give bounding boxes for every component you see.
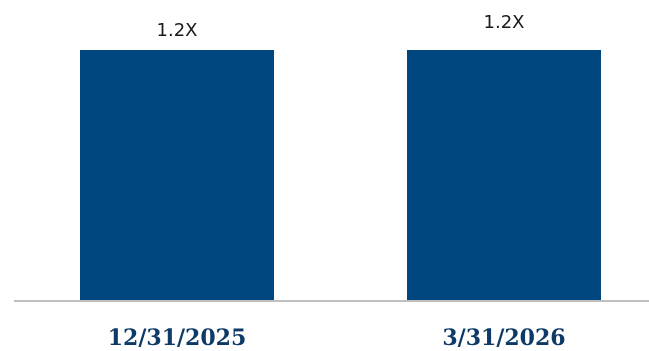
category-labels-layer: 12/31/2025 3/31/2026 xyxy=(108,325,566,351)
data-labels-layer: 1.2X 1.2X xyxy=(157,12,525,41)
bars-layer xyxy=(80,50,601,300)
data-label-1: 1.2X xyxy=(157,20,198,41)
category-label-1: 12/31/2025 xyxy=(108,325,247,351)
category-label-2: 3/31/2026 xyxy=(442,325,565,351)
data-label-2: 1.2X xyxy=(484,12,525,33)
bar-1 xyxy=(80,50,274,300)
bar-2 xyxy=(407,50,601,300)
